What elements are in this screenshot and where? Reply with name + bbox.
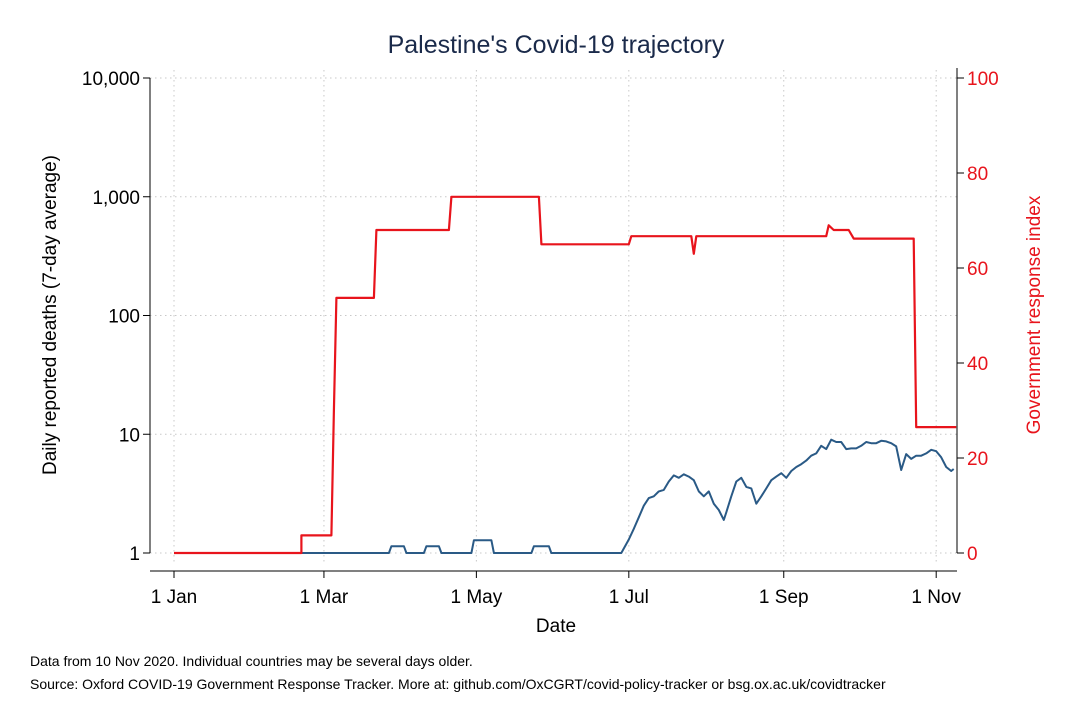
x-tick-label-3: 1 Jul <box>609 587 649 608</box>
x-tick-label-1: 1 Mar <box>300 587 349 608</box>
axes: 1 10 100 1,000 10,000 0 20 40 60 80 100 1 Jan 1 Mar 1… <box>82 68 999 608</box>
x-tick-label-4: 1 Sep <box>759 587 809 608</box>
y2-tick-label-5: 100 <box>967 69 999 90</box>
footnote-date: Data from 10 Nov 2020. Individual countr… <box>30 653 473 669</box>
x-tick-label-0: 1 Jan <box>151 587 197 608</box>
y2-axis-label: Government response index <box>1024 195 1045 434</box>
chart-title: Palestine's Covid-19 trajectory <box>388 31 725 59</box>
x-tick-label-5: 1 Nov <box>911 587 961 608</box>
y-tick-label-0: 1 <box>129 544 140 565</box>
grid <box>150 70 957 563</box>
y2-tick-label-1: 20 <box>967 449 988 470</box>
series-line-daily-deaths <box>174 438 955 554</box>
y2-tick-label-4: 80 <box>967 164 988 185</box>
y2-tick-label-0: 0 <box>967 544 978 565</box>
footnote-source: Source: Oxford COVID-19 Government Respo… <box>30 676 886 692</box>
y-tick-label-2: 100 <box>108 307 140 328</box>
series-lines <box>174 195 957 555</box>
x-tick-label-2: 1 May <box>451 587 503 608</box>
y2-tick-label-2: 40 <box>967 354 988 375</box>
series-line-government-response-index <box>174 195 957 555</box>
y-tick-label-4: 10,000 <box>82 69 140 90</box>
y-tick-label-3: 1,000 <box>92 188 140 209</box>
y-tick-label-1: 10 <box>119 425 140 446</box>
y-axis-label: Daily reported deaths (7-day average) <box>40 155 61 475</box>
y2-tick-label-3: 60 <box>967 259 988 280</box>
x-axis-label: Date <box>536 616 576 637</box>
